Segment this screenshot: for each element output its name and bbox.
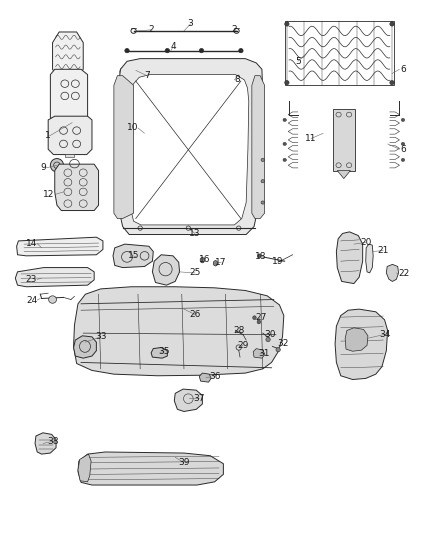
Text: 33: 33 bbox=[95, 333, 106, 341]
Text: 37: 37 bbox=[194, 394, 205, 403]
Text: 8: 8 bbox=[234, 76, 240, 84]
Text: 23: 23 bbox=[26, 275, 37, 284]
Polygon shape bbox=[55, 164, 99, 211]
Polygon shape bbox=[366, 244, 373, 273]
Polygon shape bbox=[199, 373, 211, 382]
Ellipse shape bbox=[253, 316, 256, 319]
Text: 34: 34 bbox=[380, 330, 391, 338]
Text: 22: 22 bbox=[399, 270, 410, 278]
Ellipse shape bbox=[257, 320, 261, 324]
Text: 31: 31 bbox=[258, 349, 269, 358]
Ellipse shape bbox=[50, 159, 64, 172]
Ellipse shape bbox=[285, 80, 289, 85]
Text: 24: 24 bbox=[26, 296, 37, 304]
Text: 2: 2 bbox=[232, 26, 237, 34]
Ellipse shape bbox=[125, 49, 129, 53]
Polygon shape bbox=[116, 59, 263, 235]
Text: 28: 28 bbox=[233, 326, 244, 335]
Text: 38: 38 bbox=[47, 437, 58, 446]
Polygon shape bbox=[35, 433, 56, 454]
Ellipse shape bbox=[261, 180, 265, 183]
Ellipse shape bbox=[213, 261, 218, 266]
Polygon shape bbox=[386, 264, 399, 281]
Polygon shape bbox=[48, 116, 92, 155]
Polygon shape bbox=[15, 268, 94, 287]
Polygon shape bbox=[252, 76, 265, 219]
Ellipse shape bbox=[390, 22, 394, 26]
Text: 17: 17 bbox=[215, 258, 227, 266]
Polygon shape bbox=[152, 255, 180, 285]
Polygon shape bbox=[53, 32, 83, 76]
Text: 2: 2 bbox=[148, 26, 154, 34]
Text: 35: 35 bbox=[159, 348, 170, 356]
Text: 26: 26 bbox=[189, 310, 201, 319]
Text: 19: 19 bbox=[272, 257, 284, 265]
Text: 5: 5 bbox=[295, 57, 301, 66]
Text: 21: 21 bbox=[378, 246, 389, 255]
Text: 25: 25 bbox=[189, 269, 201, 277]
Ellipse shape bbox=[239, 49, 243, 53]
Polygon shape bbox=[335, 309, 388, 379]
Text: 16: 16 bbox=[199, 255, 211, 263]
Text: 4: 4 bbox=[170, 43, 176, 51]
Text: 32: 32 bbox=[277, 340, 288, 348]
Ellipse shape bbox=[283, 158, 286, 161]
Text: 39: 39 bbox=[178, 458, 190, 467]
Ellipse shape bbox=[165, 49, 170, 53]
Polygon shape bbox=[114, 76, 134, 219]
Text: 36: 36 bbox=[209, 373, 220, 381]
Ellipse shape bbox=[266, 337, 270, 342]
Ellipse shape bbox=[200, 257, 205, 263]
Polygon shape bbox=[65, 154, 74, 157]
Ellipse shape bbox=[258, 254, 261, 257]
Ellipse shape bbox=[285, 22, 289, 26]
Ellipse shape bbox=[390, 80, 394, 85]
Text: 3: 3 bbox=[187, 20, 194, 28]
Text: 20: 20 bbox=[360, 238, 371, 247]
Text: 15: 15 bbox=[128, 252, 139, 260]
Polygon shape bbox=[253, 349, 265, 358]
Polygon shape bbox=[151, 348, 167, 358]
Text: 6: 6 bbox=[401, 65, 406, 74]
Ellipse shape bbox=[261, 201, 265, 204]
Text: 11: 11 bbox=[305, 134, 317, 143]
Ellipse shape bbox=[261, 158, 265, 161]
Ellipse shape bbox=[199, 49, 204, 53]
Polygon shape bbox=[74, 336, 96, 358]
Text: 10: 10 bbox=[127, 124, 138, 132]
Polygon shape bbox=[78, 454, 91, 482]
Ellipse shape bbox=[49, 296, 57, 303]
Polygon shape bbox=[17, 237, 103, 256]
Ellipse shape bbox=[401, 118, 405, 122]
Text: 29: 29 bbox=[237, 341, 249, 350]
Polygon shape bbox=[50, 69, 88, 123]
Text: 13: 13 bbox=[189, 229, 201, 238]
Polygon shape bbox=[74, 287, 284, 376]
Polygon shape bbox=[337, 171, 350, 179]
Ellipse shape bbox=[401, 142, 405, 146]
Polygon shape bbox=[174, 389, 202, 411]
Ellipse shape bbox=[276, 348, 280, 352]
Ellipse shape bbox=[283, 118, 286, 122]
Text: 1: 1 bbox=[45, 132, 50, 140]
Text: 9: 9 bbox=[40, 164, 46, 172]
Polygon shape bbox=[128, 75, 249, 225]
Polygon shape bbox=[113, 244, 153, 268]
Ellipse shape bbox=[283, 142, 286, 146]
Text: 12: 12 bbox=[43, 190, 55, 199]
Text: 14: 14 bbox=[26, 239, 37, 248]
Text: 7: 7 bbox=[144, 71, 150, 80]
Polygon shape bbox=[78, 452, 223, 485]
Ellipse shape bbox=[401, 158, 405, 161]
Text: 27: 27 bbox=[255, 313, 266, 322]
Text: 18: 18 bbox=[255, 253, 266, 261]
Polygon shape bbox=[336, 232, 363, 284]
Polygon shape bbox=[333, 109, 355, 171]
Polygon shape bbox=[345, 328, 368, 351]
Text: 6: 6 bbox=[401, 145, 406, 154]
Text: 30: 30 bbox=[265, 330, 276, 338]
